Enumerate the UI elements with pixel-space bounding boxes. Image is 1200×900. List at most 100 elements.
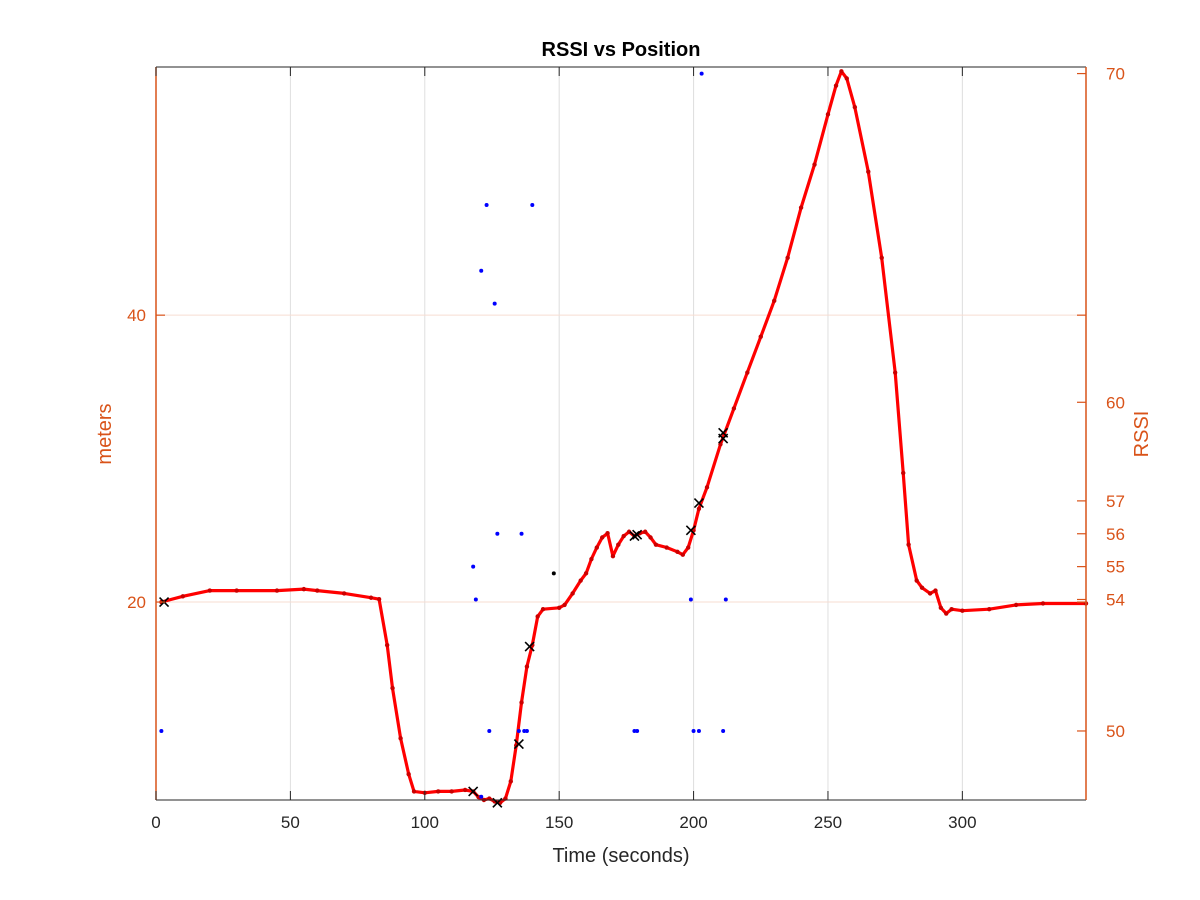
rssi-point [688, 597, 693, 602]
position-point [1013, 602, 1019, 608]
rssi-point [723, 597, 728, 602]
y-right-tick-label: 50 [1106, 722, 1125, 741]
position-point [927, 591, 933, 596]
x-tick-label: 250 [814, 813, 842, 832]
x-tick-label: 200 [679, 813, 707, 832]
position-point [675, 549, 680, 555]
x-marker [524, 641, 535, 652]
rssi-point [495, 531, 500, 536]
rssi-point [530, 203, 535, 208]
position-point [833, 83, 839, 88]
position-point [384, 642, 390, 648]
position-point [436, 789, 441, 794]
position-point [398, 736, 403, 741]
position-point [234, 588, 239, 593]
chart-title: RSSI vs Position [542, 39, 701, 61]
position-point [731, 406, 737, 411]
rssi-point [473, 597, 478, 602]
y-right-tick-label: 55 [1106, 558, 1125, 577]
y-right-axis-label: RSSI [1131, 411, 1153, 458]
position-point [368, 595, 374, 600]
position-point [696, 506, 702, 512]
position-point [1040, 601, 1046, 606]
position-point [938, 605, 944, 610]
rssi-point [699, 71, 704, 76]
position-line [159, 69, 1088, 805]
position-point [680, 552, 686, 557]
position-point [685, 545, 691, 550]
x-marker [513, 738, 524, 750]
position-point [892, 370, 898, 375]
axes [155, 66, 1087, 801]
position-point [180, 594, 186, 599]
position-point [839, 69, 844, 74]
rssi-point [516, 728, 521, 733]
y-right-tick-label: 60 [1106, 393, 1125, 412]
position-point [562, 602, 567, 608]
position-point [519, 700, 524, 705]
rssi-point [159, 728, 164, 733]
rssi-point [479, 268, 484, 273]
position-point [906, 542, 911, 547]
rssi-point [524, 728, 529, 733]
position-point [944, 611, 949, 616]
position-point [949, 607, 954, 612]
y-right-tick-label: 54 [1106, 590, 1125, 609]
grid-lines [156, 67, 1086, 800]
x-tick-label: 100 [411, 813, 439, 832]
position-point [648, 535, 653, 540]
black-point [551, 571, 556, 576]
position-point [406, 771, 411, 777]
y-right-tick-label: 70 [1106, 65, 1125, 84]
y-left-tick-label: 20 [127, 593, 146, 612]
position-point [556, 605, 562, 610]
position-point [621, 533, 626, 539]
position-point [901, 470, 906, 476]
position-point [704, 485, 710, 490]
rssi-point [479, 794, 484, 799]
rssi-point [484, 203, 489, 208]
position-point [390, 685, 395, 691]
x-marker [718, 427, 729, 438]
position-point [594, 545, 600, 550]
x-tick-label: 150 [545, 813, 573, 832]
rssi-point [487, 728, 492, 733]
position-point [315, 588, 320, 593]
x-tick-label: 50 [281, 813, 300, 832]
rssi-point [696, 728, 701, 733]
x-marker [468, 786, 479, 797]
x-marker [632, 529, 643, 540]
position-point [540, 607, 546, 612]
x-marker [685, 525, 696, 536]
y-right-tick-label: 57 [1106, 492, 1125, 511]
x-marker [693, 498, 705, 509]
position-point [570, 591, 575, 596]
position-point [610, 553, 616, 559]
position-point [462, 787, 468, 793]
data-series [158, 69, 1089, 808]
x-marker [629, 530, 640, 542]
position-point [914, 578, 919, 583]
x-tick-label: 300 [948, 813, 976, 832]
position-point [987, 607, 992, 612]
position-point [812, 162, 817, 167]
position-point [852, 104, 858, 110]
position-point [960, 608, 965, 613]
position-point [578, 578, 583, 583]
position-point [785, 255, 790, 260]
x-axis-label: Time (seconds) [552, 845, 689, 867]
position-point [605, 530, 610, 536]
position-point [524, 664, 530, 669]
position-point [583, 571, 589, 576]
position-point [745, 370, 750, 375]
position-point [933, 588, 938, 593]
position-point [866, 169, 871, 174]
position-point [341, 591, 347, 596]
y-left-tick-label: 40 [127, 306, 146, 325]
rssi-point [519, 531, 524, 536]
position-point [616, 542, 621, 547]
position-point [844, 76, 849, 81]
position-point [535, 614, 540, 619]
position-point [376, 596, 382, 602]
